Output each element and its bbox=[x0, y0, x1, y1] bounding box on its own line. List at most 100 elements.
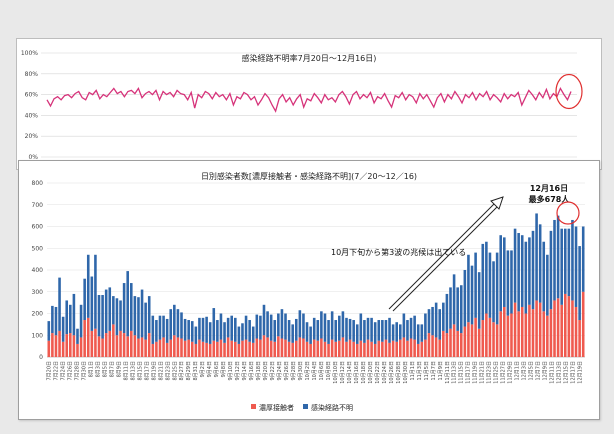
bar-close-contact bbox=[409, 338, 413, 357]
bar-unknown-route bbox=[510, 250, 513, 314]
bar-close-contact bbox=[524, 313, 528, 357]
bar-unknown-route bbox=[574, 226, 578, 307]
highlight-circle-max bbox=[556, 201, 580, 225]
bar-close-contact bbox=[567, 296, 571, 357]
bar-close-contact bbox=[216, 341, 219, 357]
bar-close-contact bbox=[90, 330, 94, 357]
bar-unknown-route bbox=[226, 317, 230, 338]
daily-x-tick-label: 9月6日 bbox=[214, 361, 220, 377]
bar-close-contact bbox=[262, 335, 266, 357]
bar-unknown-route bbox=[452, 274, 456, 325]
bar-close-contact bbox=[384, 339, 388, 357]
bar-close-contact bbox=[578, 320, 581, 357]
bar-close-contact bbox=[234, 341, 237, 357]
daily-x-tick-label: 10月30日 bbox=[403, 361, 409, 384]
bar-unknown-route bbox=[216, 320, 219, 342]
bar-unknown-route bbox=[312, 317, 316, 340]
bar-unknown-route bbox=[126, 271, 129, 337]
bar-unknown-route bbox=[305, 322, 309, 342]
bar-unknown-route bbox=[277, 313, 280, 337]
bar-close-contact bbox=[434, 337, 438, 357]
bar-close-contact bbox=[51, 333, 54, 357]
daily-x-tick-label: 10月10日 bbox=[333, 361, 339, 384]
bar-close-contact bbox=[194, 343, 198, 357]
trend-note-annotation: 10月下旬から第3波の兆候は出ている bbox=[331, 247, 466, 257]
bar-close-contact bbox=[323, 341, 327, 357]
bar-unknown-route bbox=[373, 322, 377, 344]
bar-unknown-route bbox=[352, 320, 355, 342]
daily-x-tick-label: 12月9日 bbox=[543, 361, 549, 381]
bar-close-contact bbox=[119, 330, 122, 357]
bar-unknown-route bbox=[248, 320, 251, 342]
bar-unknown-route bbox=[104, 289, 108, 334]
bar-close-contact bbox=[327, 343, 330, 357]
bar-unknown-route bbox=[549, 230, 553, 310]
daily-x-tick-label: 11月9日 bbox=[438, 361, 444, 381]
bar-close-contact bbox=[463, 326, 467, 357]
bar-unknown-route bbox=[180, 312, 183, 339]
bar-unknown-route bbox=[477, 272, 481, 329]
bar-close-contact bbox=[151, 343, 155, 357]
rate-y-tick-label: 60% bbox=[25, 92, 39, 99]
daily-x-tick-label: 9月4日 bbox=[207, 361, 213, 377]
daily-y-tick-label: 100 bbox=[32, 332, 44, 339]
rate-chart-y-ticks: 0% 20% 40% 60% 80% 100% bbox=[21, 50, 38, 161]
bar-unknown-route bbox=[345, 317, 348, 342]
daily-x-tick-label: 9月8日 bbox=[221, 361, 227, 377]
daily-y-tick-label: 200 bbox=[32, 311, 44, 318]
bar-unknown-route bbox=[499, 235, 502, 312]
bar-close-contact bbox=[241, 340, 244, 357]
bar-unknown-route bbox=[298, 310, 302, 338]
bar-close-contact bbox=[115, 335, 119, 357]
bar-unknown-route bbox=[381, 320, 384, 342]
legend-label-unknown-route: 感染経路不明 bbox=[311, 403, 353, 412]
bar-unknown-route bbox=[406, 320, 409, 341]
daily-x-tick-label: 7月28日 bbox=[74, 361, 80, 381]
daily-x-tick-label: 8月11日 bbox=[123, 361, 129, 381]
bar-close-contact bbox=[219, 339, 223, 357]
bar-close-contact bbox=[187, 339, 190, 357]
bar-close-contact bbox=[556, 298, 560, 357]
bar-unknown-route bbox=[269, 314, 273, 341]
bar-unknown-route bbox=[61, 316, 65, 342]
bar-unknown-route bbox=[445, 293, 449, 334]
bar-close-contact bbox=[65, 334, 69, 357]
rate-y-tick-label: 40% bbox=[25, 112, 39, 119]
bar-unknown-route bbox=[69, 304, 72, 334]
bar-unknown-route bbox=[122, 283, 126, 334]
bar-close-contact bbox=[459, 333, 463, 357]
bar-unknown-route bbox=[237, 326, 241, 344]
bar-unknown-route bbox=[147, 296, 151, 334]
daily-x-tick-label: 10月22日 bbox=[375, 361, 381, 384]
bar-unknown-route bbox=[309, 326, 312, 344]
bar-unknown-route bbox=[388, 317, 391, 343]
bar-close-contact bbox=[83, 320, 86, 357]
rate-chart-gridlines bbox=[41, 52, 577, 158]
bar-close-contact bbox=[563, 293, 567, 357]
bar-unknown-route bbox=[531, 230, 535, 310]
daily-x-tick-label: 11月23日 bbox=[487, 361, 493, 384]
bar-unknown-route bbox=[420, 324, 424, 342]
daily-x-tick-label: 7月24日 bbox=[61, 361, 67, 381]
bar-close-contact bbox=[424, 339, 427, 357]
daily-x-tick-label: 10月8日 bbox=[326, 361, 332, 381]
bar-close-contact bbox=[366, 339, 370, 357]
bar-unknown-route bbox=[97, 295, 101, 337]
daily-x-tick-label: 11月17日 bbox=[466, 361, 472, 384]
bar-unknown-route bbox=[438, 309, 442, 340]
daily-x-tick-label: 7月30日 bbox=[81, 361, 87, 381]
bar-close-contact bbox=[190, 341, 194, 357]
bar-close-contact bbox=[302, 338, 305, 357]
bar-close-contact bbox=[155, 341, 158, 357]
bar-close-contact bbox=[535, 300, 538, 357]
bar-unknown-route bbox=[409, 317, 413, 339]
daily-x-tick-label: 10月4日 bbox=[312, 361, 318, 381]
daily-y-tick-label: 500 bbox=[32, 245, 44, 252]
daily-x-tick-label: 8月9日 bbox=[116, 361, 122, 377]
bar-close-contact bbox=[165, 342, 169, 357]
bar-unknown-route bbox=[560, 228, 563, 305]
bar-unknown-route bbox=[481, 243, 485, 321]
bar-close-contact bbox=[452, 324, 456, 358]
bar-close-contact bbox=[528, 304, 531, 357]
bar-close-contact bbox=[334, 341, 338, 357]
